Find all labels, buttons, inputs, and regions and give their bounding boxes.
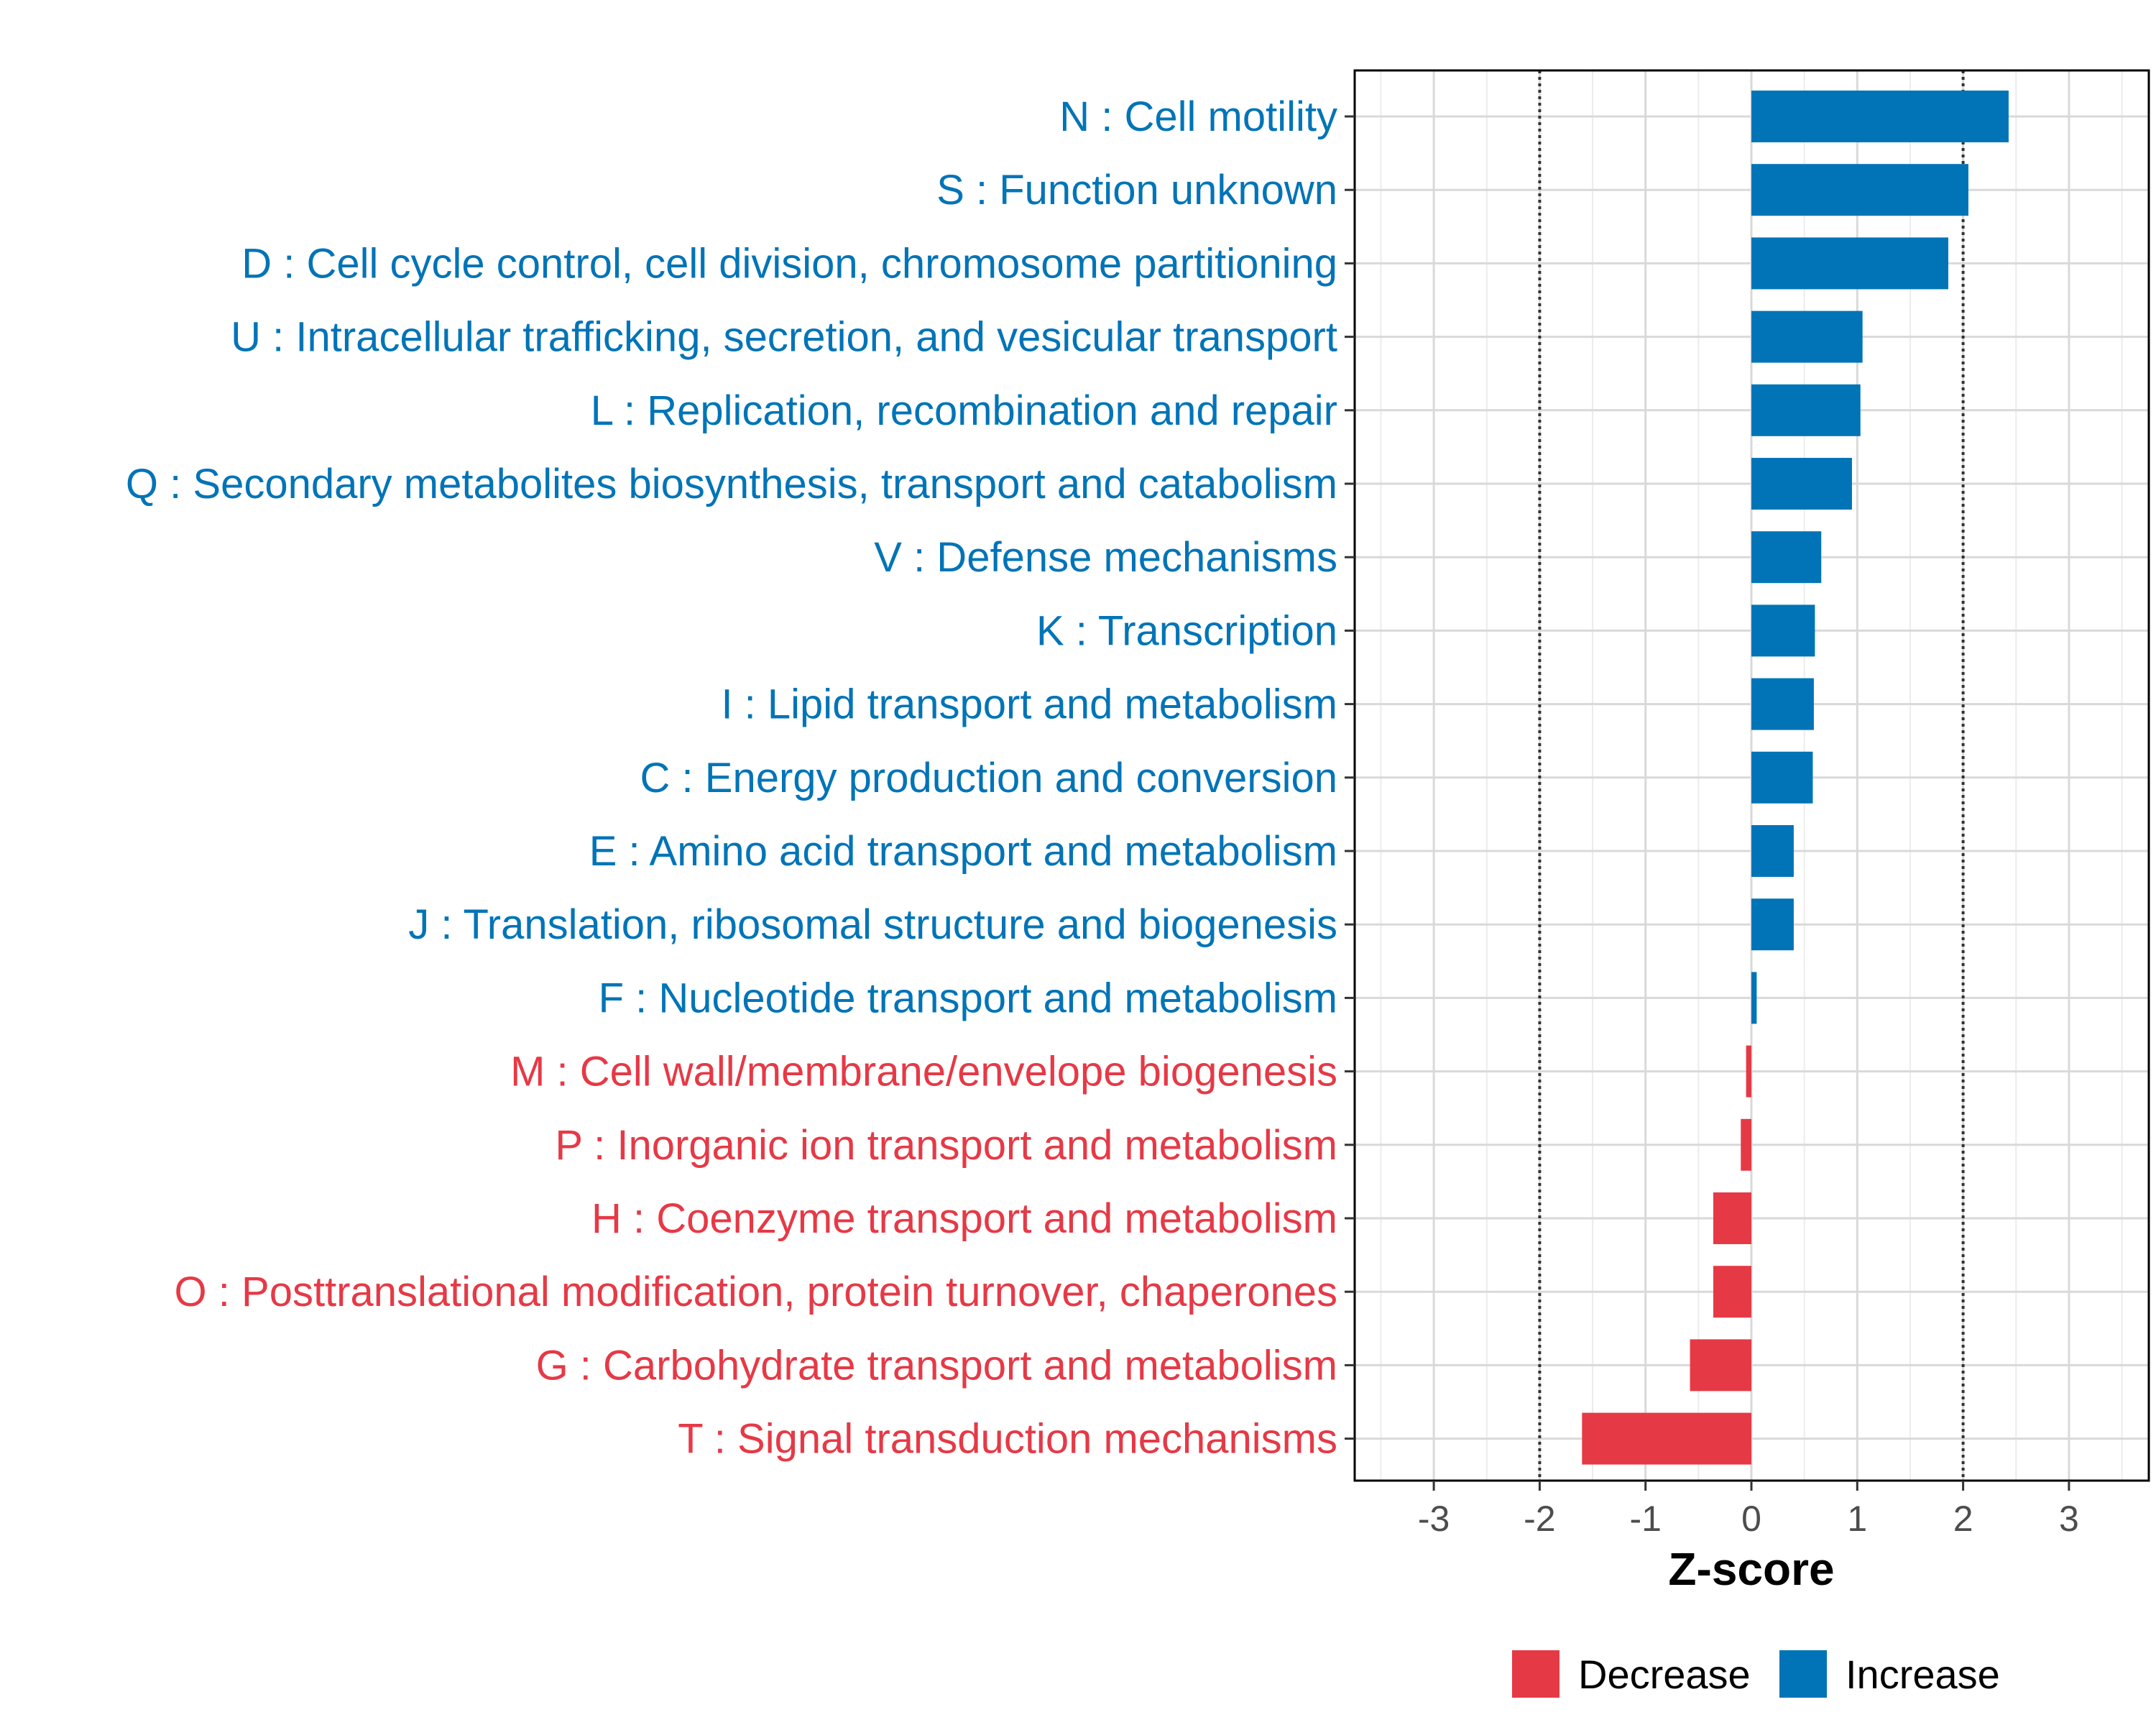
bar-o (1713, 1266, 1751, 1318)
category-label: Q : Secondary metabolites biosynthesis, … (126, 461, 1337, 507)
bar-d (1751, 237, 1948, 290)
x-tick-label: 1 (1847, 1499, 1867, 1539)
reference-lines (1538, 70, 1965, 1481)
category-label: D : Cell cycle control, cell division, c… (241, 240, 1337, 287)
legend: Decrease Increase (1512, 1650, 2000, 1698)
x-tick-label: -2 (1524, 1499, 1555, 1539)
x-axis-title: Z-score (1668, 1543, 1834, 1595)
bars (1582, 91, 2009, 1465)
category-label: G : Carbohydrate transport and metabolis… (536, 1342, 1337, 1389)
category-label: N : Cell motility (1059, 93, 1337, 140)
x-tick-label: -1 (1629, 1499, 1661, 1539)
category-label: S : Function unknown (936, 167, 1337, 213)
category-label: K : Transcription (1036, 607, 1337, 654)
category-label: I : Lipid transport and metabolism (721, 681, 1337, 728)
category-labels: N : Cell motility S : Function unknown D :… (126, 93, 1355, 1463)
category-label: P : Inorganic ion transport and metaboli… (555, 1122, 1337, 1169)
bar-m (1746, 1045, 1751, 1098)
bar-l (1751, 384, 1861, 436)
bar-u (1751, 310, 1863, 363)
bar-n (1751, 91, 2009, 142)
bar-f (1751, 972, 1757, 1024)
bar-j (1751, 898, 1794, 951)
category-label: M : Cell wall/membrane/envelope biogenes… (510, 1049, 1337, 1095)
bar-h (1713, 1192, 1751, 1244)
x-axis-ticks: -3 -2 -1 0 1 2 3 (1418, 1481, 2079, 1539)
bar-p (1741, 1118, 1751, 1171)
x-tick-label: 2 (1953, 1499, 1973, 1539)
category-label: U : Intracellular trafficking, secretion… (231, 314, 1337, 361)
category-label: C : Energy production and conversion (640, 755, 1337, 801)
bar-v (1751, 531, 1822, 584)
legend-label-increase: Increase (1846, 1652, 2000, 1697)
bar-t (1582, 1412, 1751, 1465)
legend-label-decrease: Decrease (1578, 1652, 1751, 1697)
x-tick-label: 0 (1741, 1499, 1761, 1539)
category-label: J : Translation, ribosomal structure and… (408, 901, 1337, 948)
category-label: O : Posttranslational modification, prot… (175, 1269, 1337, 1315)
legend-swatch-increase (1779, 1650, 1827, 1698)
x-tick-label: -3 (1418, 1499, 1450, 1539)
bar-i (1751, 678, 1814, 730)
category-label: H : Coenzyme transport and metabolism (591, 1195, 1337, 1242)
category-label: V : Defense mechanisms (874, 534, 1337, 581)
category-label: F : Nucleotide transport and metabolism (599, 975, 1337, 1021)
category-label: L : Replication, recombination and repai… (591, 387, 1337, 434)
category-label: T : Signal transduction mechanisms (678, 1416, 1337, 1463)
bar-k (1751, 604, 1815, 657)
bar-q (1751, 458, 1852, 510)
bar-c (1751, 751, 1813, 804)
bar-e (1751, 825, 1794, 877)
bar-g (1690, 1339, 1751, 1392)
bar-s (1751, 164, 1968, 216)
x-tick-label: 3 (2059, 1499, 2079, 1539)
category-label: E : Amino acid transport and metabolism (589, 828, 1337, 875)
legend-swatch-decrease (1512, 1650, 1560, 1698)
